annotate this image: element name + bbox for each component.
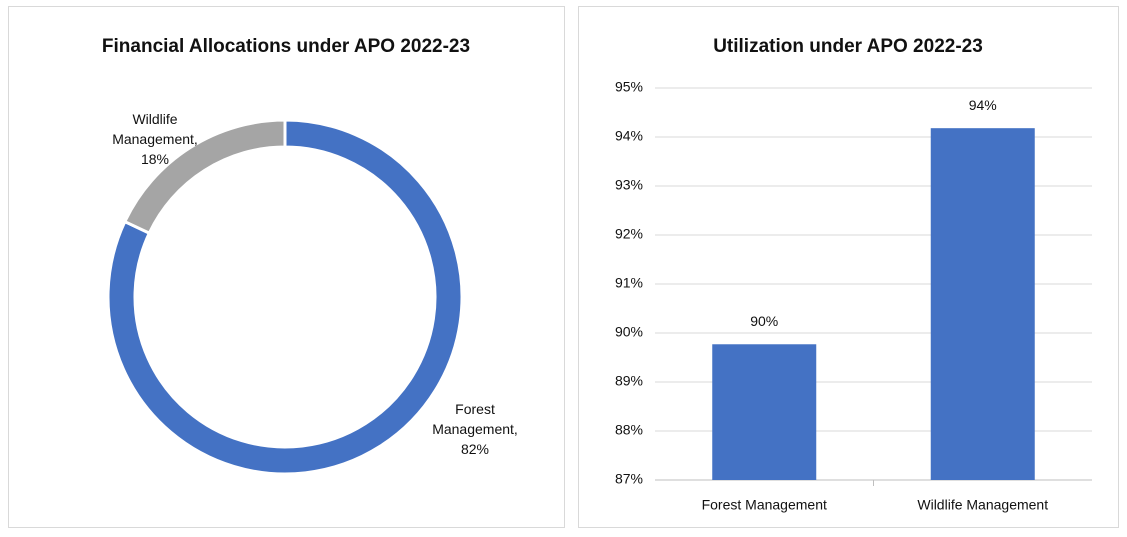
donut-slice — [106, 118, 464, 476]
y-tick-label: 93% — [615, 177, 643, 193]
y-tick-label: 91% — [615, 275, 643, 291]
y-tick-label: 92% — [615, 226, 643, 242]
y-tick-label: 90% — [615, 324, 643, 340]
y-tick-label: 95% — [615, 79, 643, 95]
panel — [8, 6, 565, 528]
data-label: Wildlife Management, 18% — [112, 111, 198, 167]
donut-slice — [122, 118, 287, 236]
y-tick-label: 89% — [615, 373, 643, 389]
x-tick-label: Wildlife Management — [917, 497, 1048, 513]
chart-title: Financial Allocations under APO 2022-23 — [102, 36, 470, 57]
data-label: 94% — [969, 97, 997, 113]
y-tick-label: 94% — [615, 128, 643, 144]
bar — [930, 128, 1035, 480]
data-label: Forest Management, 82% — [432, 401, 518, 457]
chart-title: Utilization under APO 2022-23 — [713, 36, 983, 57]
y-tick-label: 87% — [615, 471, 643, 487]
x-tick-label: Forest Management — [702, 497, 827, 513]
panel — [578, 6, 1119, 528]
bar — [712, 344, 817, 480]
data-label: 90% — [750, 313, 778, 329]
y-tick-label: 88% — [615, 422, 643, 438]
